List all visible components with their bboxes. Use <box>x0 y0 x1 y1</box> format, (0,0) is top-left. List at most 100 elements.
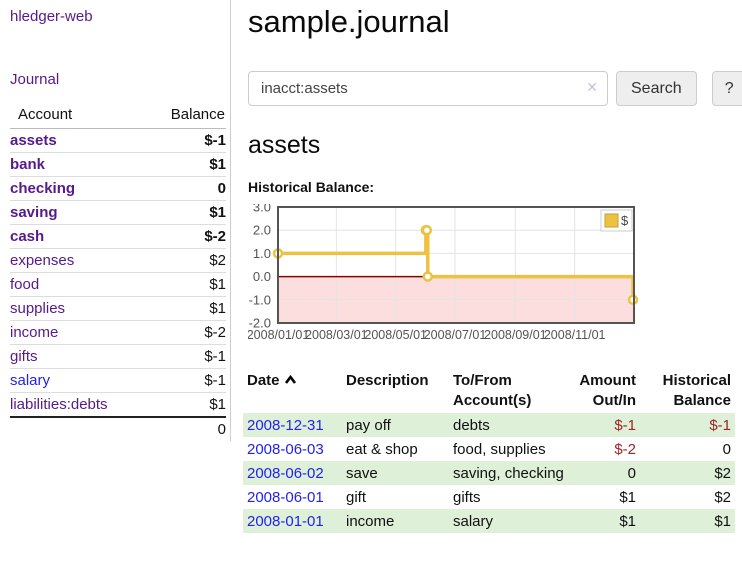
tx-description: pay off <box>346 417 391 434</box>
svg-text:-2.0: -2.0 <box>249 316 271 331</box>
svg-text:2.0: 2.0 <box>253 223 271 238</box>
account-link-expenses[interactable]: expenses <box>10 252 75 269</box>
register-row: 2008-01-01 income salary $1 $1 <box>243 509 735 533</box>
account-link-assets[interactable]: assets <box>10 132 57 149</box>
search-input[interactable] <box>248 71 608 106</box>
account-link-bank[interactable]: bank <box>10 156 46 173</box>
register-table: Date Description To/From Account(s) Amou… <box>243 369 735 533</box>
account-link-checking[interactable]: checking <box>10 180 76 197</box>
search-button[interactable]: Search <box>616 71 697 106</box>
legend-swatch-icon <box>604 213 619 228</box>
svg-text:1.0: 1.0 <box>253 246 271 261</box>
account-heading: assets <box>248 131 321 159</box>
transaction-date-link[interactable]: 2008-06-03 <box>247 441 324 458</box>
account-row: supplies $1 <box>10 296 226 321</box>
tx-amount: $1 <box>619 489 636 506</box>
account-row: assets $-1 <box>10 129 226 153</box>
svg-text:3.0: 3.0 <box>253 204 271 215</box>
account-link-income[interactable]: income <box>10 324 59 341</box>
tx-balance: 0 <box>722 441 731 458</box>
account-balance: $-1 <box>147 344 226 369</box>
svg-text:0.0: 0.0 <box>253 269 271 284</box>
column-header-balance: Historical Balance <box>662 372 731 409</box>
register-row: 2008-06-03 eat & shop food, supplies $-2… <box>243 437 735 461</box>
account-balance: $-2 <box>147 320 226 345</box>
tx-accounts: gifts <box>453 489 481 506</box>
svg-text:-1.0: -1.0 <box>249 292 271 307</box>
account-balance: $-1 <box>147 368 226 393</box>
account-tree-table: Account Balance assets $-1 bank $1 check… <box>10 102 226 441</box>
tx-description: save <box>346 465 378 482</box>
tx-amount: 0 <box>627 465 636 482</box>
svg-text:2008/01/01: 2008/01/01 <box>248 328 309 342</box>
account-balance: 0 <box>147 176 226 201</box>
tx-description: gift <box>346 489 367 506</box>
transaction-date-link[interactable]: 2008-01-01 <box>247 513 324 530</box>
chart-title: Historical Balance: <box>248 179 375 195</box>
account-balance: $1 <box>147 272 226 297</box>
svg-text:2008/09/01: 2008/09/01 <box>484 328 547 342</box>
account-tree-header: Account Balance <box>10 102 226 129</box>
svg-text:2008/05/01: 2008/05/01 <box>364 328 427 342</box>
tx-amount: $-1 <box>614 417 636 434</box>
column-header-accounts: To/From Account(s) <box>453 372 532 409</box>
balance-column-header: Balance <box>147 102 226 129</box>
tx-balance: $2 <box>714 489 731 506</box>
transaction-date-link[interactable]: 2008-06-02 <box>247 465 324 482</box>
svg-text:2008/03/01: 2008/03/01 <box>305 328 368 342</box>
account-row: saving $1 <box>10 200 226 225</box>
column-header-date[interactable]: Date <box>243 369 342 413</box>
tx-accounts: salary <box>453 513 494 530</box>
register-row: 2008-12-31 pay off debts $-1 $-1 <box>243 413 735 437</box>
account-balance: $-1 <box>204 132 226 149</box>
account-row: food $1 <box>10 272 226 297</box>
account-link-liabilities-debts[interactable]: liabilities:debts <box>10 396 108 413</box>
account-link-saving[interactable]: saving <box>10 204 58 221</box>
account-balance: $1 <box>147 152 226 177</box>
account-row: cash $-2 <box>10 224 226 249</box>
account-row: income $-2 <box>10 320 226 345</box>
account-row: liabilities:debts $1 <box>10 392 226 417</box>
svg-text:2008/07/01: 2008/07/01 <box>424 328 487 342</box>
tx-amount: $1 <box>619 513 636 530</box>
column-header-amount: Amount Out/In <box>579 372 636 409</box>
sort-ascending-icon <box>284 371 297 391</box>
account-balance: $1 <box>147 392 226 417</box>
tx-accounts: food, supplies <box>453 441 546 458</box>
tx-balance: $2 <box>714 465 731 482</box>
tx-balance: $-1 <box>709 417 731 434</box>
clear-search-icon[interactable]: ✕ <box>586 79 598 95</box>
svg-text:$: $ <box>621 213 629 228</box>
account-link-cash[interactable]: cash <box>10 228 45 245</box>
sidebar-item-journal[interactable]: Journal <box>10 71 60 88</box>
account-balance: $1 <box>147 200 226 225</box>
account-link-salary[interactable]: salary <box>10 372 51 389</box>
account-row: bank $1 <box>10 152 226 177</box>
account-link-food[interactable]: food <box>10 276 40 293</box>
transaction-date-link[interactable]: 2008-06-01 <box>247 489 324 506</box>
historical-balance-chart: 3.0 2.0 1.0 0.0 -1.0 -2.0 2008/01/01 2008/03/01… <box>247 200 742 351</box>
account-row: expenses $2 <box>10 248 226 273</box>
account-column-header: Account <box>10 102 148 129</box>
sidebar: hledger-web Journal Account Balance asse… <box>0 0 231 441</box>
chart-canvas: 3.0 2.0 1.0 0.0 -1.0 -2.02008/01/012008/03/01… <box>247 200 639 342</box>
tx-amount: $-2 <box>614 441 636 458</box>
date-header-label: Date <box>247 372 280 389</box>
register-row: 2008-06-02 save saving, checking 0 $2 <box>243 461 735 485</box>
account-link-supplies[interactable]: supplies <box>10 300 66 317</box>
account-balance: $2 <box>147 248 226 273</box>
page-title: sample.journal <box>248 4 450 39</box>
tx-accounts: debts <box>453 417 490 434</box>
app-brand-link[interactable]: hledger-web <box>10 8 93 25</box>
accounts-total-row: 0 <box>10 416 226 441</box>
account-row: salary $-1 <box>10 368 226 393</box>
svg-text:2008/11/01: 2008/11/01 <box>544 328 606 342</box>
column-header-description: Description <box>346 372 429 389</box>
main-panel: sample.journal ✕ Search ? assets Histori… <box>243 0 742 533</box>
account-link-gifts[interactable]: gifts <box>10 348 38 365</box>
help-button[interactable]: ? <box>711 71 742 106</box>
tx-description: income <box>346 513 395 530</box>
transaction-date-link[interactable]: 2008-12-31 <box>247 417 324 434</box>
account-balance: $-2 <box>147 224 226 249</box>
register-row: 2008-06-01 gift gifts $1 $2 <box>243 485 735 509</box>
